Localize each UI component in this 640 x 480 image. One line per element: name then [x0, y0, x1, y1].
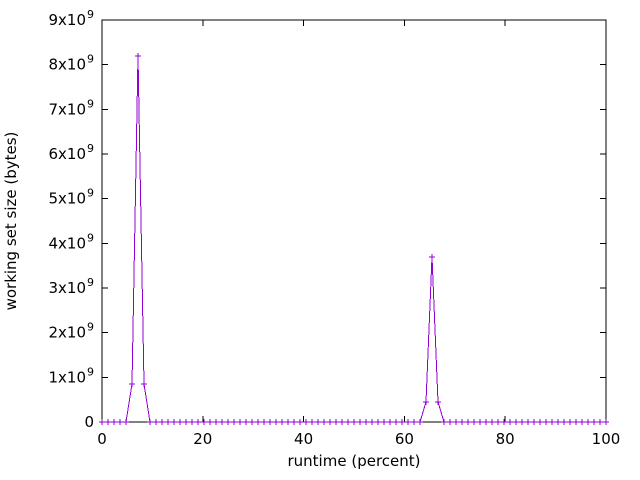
- x-axis-title: runtime (percent): [288, 452, 421, 470]
- y-tick-label: 5x109: [48, 187, 94, 208]
- plot-border: [101, 19, 607, 423]
- x-tick-label: 0: [97, 430, 107, 448]
- plot-frame: [101, 19, 607, 423]
- y-tick-label: 8x109: [48, 53, 94, 74]
- y-tick-label: 9x109: [48, 8, 94, 29]
- x-tick-label: 40: [294, 430, 313, 448]
- x-tick-label: 80: [496, 430, 515, 448]
- data-series: [99, 53, 609, 425]
- y-tick-label: 1x109: [48, 365, 94, 386]
- y-tick-label: 6x109: [48, 142, 94, 163]
- y-tick-label: 7x109: [48, 97, 94, 118]
- y-tick-label: 4x109: [48, 231, 94, 252]
- data-point-markers: [99, 53, 609, 425]
- axis-tick-labels: 0 20 40 60 80 100 0 1x109 2x109 3x109 4x109 5x109 6x…: [48, 8, 620, 448]
- series-line: [102, 55, 606, 423]
- y-tick-label: 3x109: [48, 276, 94, 297]
- axis-ticks: [101, 19, 607, 423]
- y-tick-label: 0: [84, 413, 94, 431]
- y-tick-label: 2x109: [48, 321, 94, 342]
- x-tick-label: 100: [592, 430, 621, 448]
- x-tick-label: 20: [193, 430, 212, 448]
- y-axis-title: working set size (bytes): [2, 132, 20, 311]
- x-tick-label: 60: [395, 430, 414, 448]
